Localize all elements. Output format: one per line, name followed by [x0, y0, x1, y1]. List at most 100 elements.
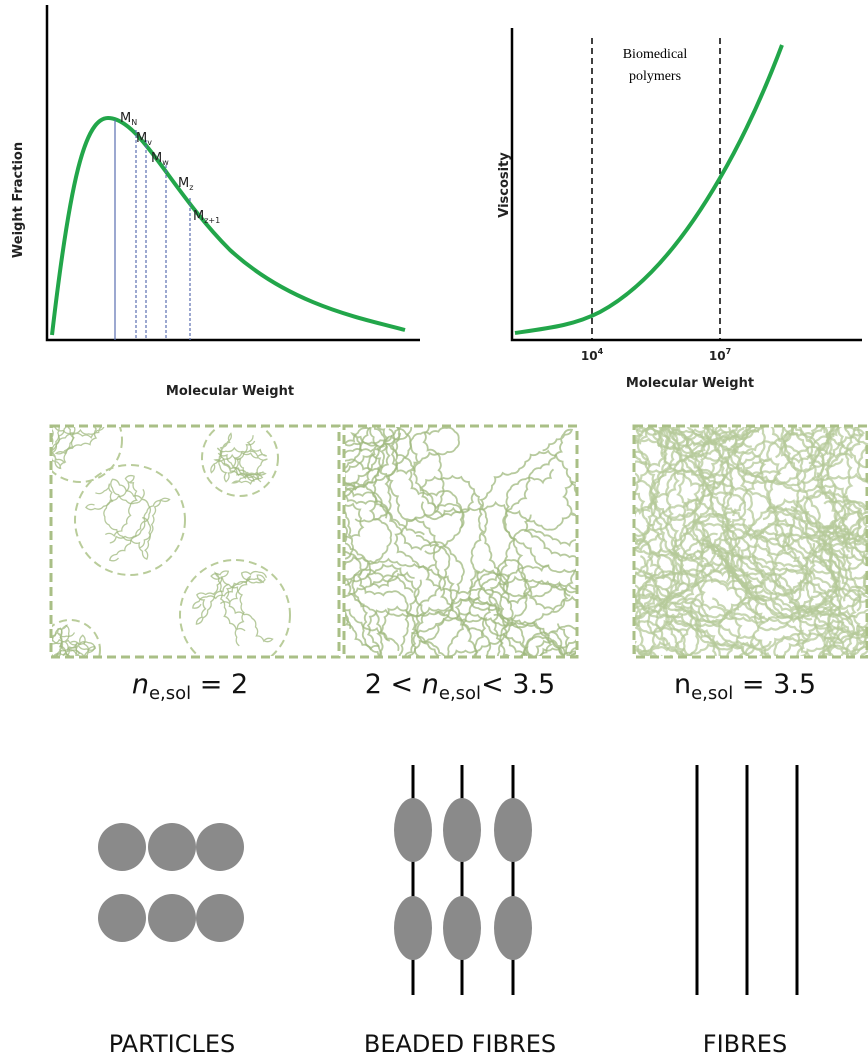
polymer-chain [192, 570, 268, 609]
polymer-chain [85, 474, 138, 537]
polymer-chain [762, 505, 868, 656]
box-border [49, 424, 341, 659]
regime-equation: ne,sol = 2 [132, 669, 248, 704]
polymer-chain [52, 427, 105, 452]
tick-exp: 4 [598, 347, 604, 356]
polymer-chain [766, 505, 868, 637]
regime-label: BEADED FIBRES [364, 1030, 556, 1058]
average-sub: z [189, 183, 193, 192]
polymer-chain [816, 472, 868, 567]
polymer-chain [217, 451, 268, 483]
average-sub: w [162, 158, 169, 167]
polymer-chain [722, 529, 868, 602]
polymer-chain [635, 440, 753, 610]
particles [98, 823, 244, 942]
average-main: M [178, 176, 189, 191]
polymer-chain [454, 568, 508, 656]
tick-base: 10 [581, 349, 598, 363]
average-sub: z+1 [204, 216, 220, 225]
polymer-chain [635, 492, 793, 628]
polymer-chain [783, 427, 865, 472]
polymer-chain [345, 563, 514, 656]
equation-part: e,sol [149, 683, 191, 704]
x-tick-label: 107 [709, 347, 731, 363]
average-label: MN [120, 111, 137, 127]
region-label: polymers [629, 69, 681, 84]
polymer-chain [759, 588, 868, 656]
polymer-chain [745, 498, 868, 572]
polymer-chain [739, 540, 846, 656]
x-axis-label: Molecular Weight [166, 384, 294, 399]
average-main: M [120, 111, 131, 126]
polymer-chain [213, 453, 267, 485]
polymer-chain [359, 427, 445, 522]
equation-part: = 2 [191, 669, 248, 700]
polymer-chain [468, 571, 571, 656]
average-main: M [136, 131, 147, 146]
polymer-chain [635, 532, 719, 609]
polymer-chain [54, 427, 98, 455]
polymer-chain [345, 494, 465, 656]
axes [45, 5, 420, 342]
equation-part: n [132, 669, 149, 700]
polymer-chain [503, 468, 576, 574]
average-label: Mz [178, 176, 193, 192]
regime-label: PARTICLES [109, 1030, 236, 1058]
entanglement-box [345, 427, 576, 656]
beaded-fibres [394, 765, 532, 995]
axes [510, 28, 862, 342]
region-label: Biomedical [623, 47, 688, 62]
polymer-chain [415, 534, 576, 656]
box-border [632, 424, 868, 659]
y-axis-label: Weight Fraction [11, 142, 26, 258]
polymer-chain [657, 617, 856, 656]
equation-part: = 3.5 [733, 669, 816, 700]
equation-part: < 3.5 [481, 669, 555, 700]
box-border [342, 424, 579, 659]
polymer-chain [660, 542, 816, 656]
coil-boundary [201, 427, 279, 497]
x-tick-label: 104 [581, 347, 604, 363]
polymer-chain [712, 427, 865, 624]
average-label: Mw [151, 151, 169, 167]
polymer-chain [345, 427, 402, 523]
x-axis-label: Molecular Weight [626, 376, 754, 391]
tick-exp: 7 [726, 347, 732, 356]
coil-boundary [52, 619, 101, 656]
polymer-chain [345, 550, 414, 656]
polymer-chain [635, 555, 766, 656]
average-label: Mv [136, 131, 152, 147]
polymer-chain [108, 497, 171, 562]
polymer-chain [219, 575, 274, 643]
regime-equation: 2 < ne,sol< 3.5 [365, 669, 555, 704]
entanglement-box [635, 427, 868, 656]
polymer-chain [635, 597, 717, 656]
distribution-curve [50, 115, 406, 336]
polymer-chain [95, 483, 152, 561]
regime-equation: ne,sol = 3.5 [674, 669, 816, 704]
polymer-chain [366, 608, 566, 656]
polymer-chain [746, 628, 868, 656]
polymer-chain [393, 516, 444, 656]
polymer-chain [425, 428, 574, 605]
polymer-chain [345, 485, 425, 642]
polymer-chain [653, 427, 804, 486]
average-lines [114, 120, 191, 340]
polymer-chain [488, 575, 576, 656]
polymer-chain [635, 496, 726, 605]
fibres [695, 765, 799, 995]
polymer-chain [109, 478, 152, 544]
polymer-chain [52, 427, 75, 470]
polymer-chain [648, 427, 730, 522]
polymer-chain [479, 449, 576, 580]
equation-part: e,sol [439, 683, 481, 704]
polymer-chain [345, 555, 456, 651]
polymer-chain [684, 451, 868, 640]
average-main: M [193, 209, 204, 224]
average-main: M [151, 151, 162, 166]
y-axis-label: Viscosity [497, 152, 512, 218]
polymer-chain [793, 427, 855, 548]
polymer-chain [670, 508, 868, 595]
polymer-chain [711, 427, 766, 444]
